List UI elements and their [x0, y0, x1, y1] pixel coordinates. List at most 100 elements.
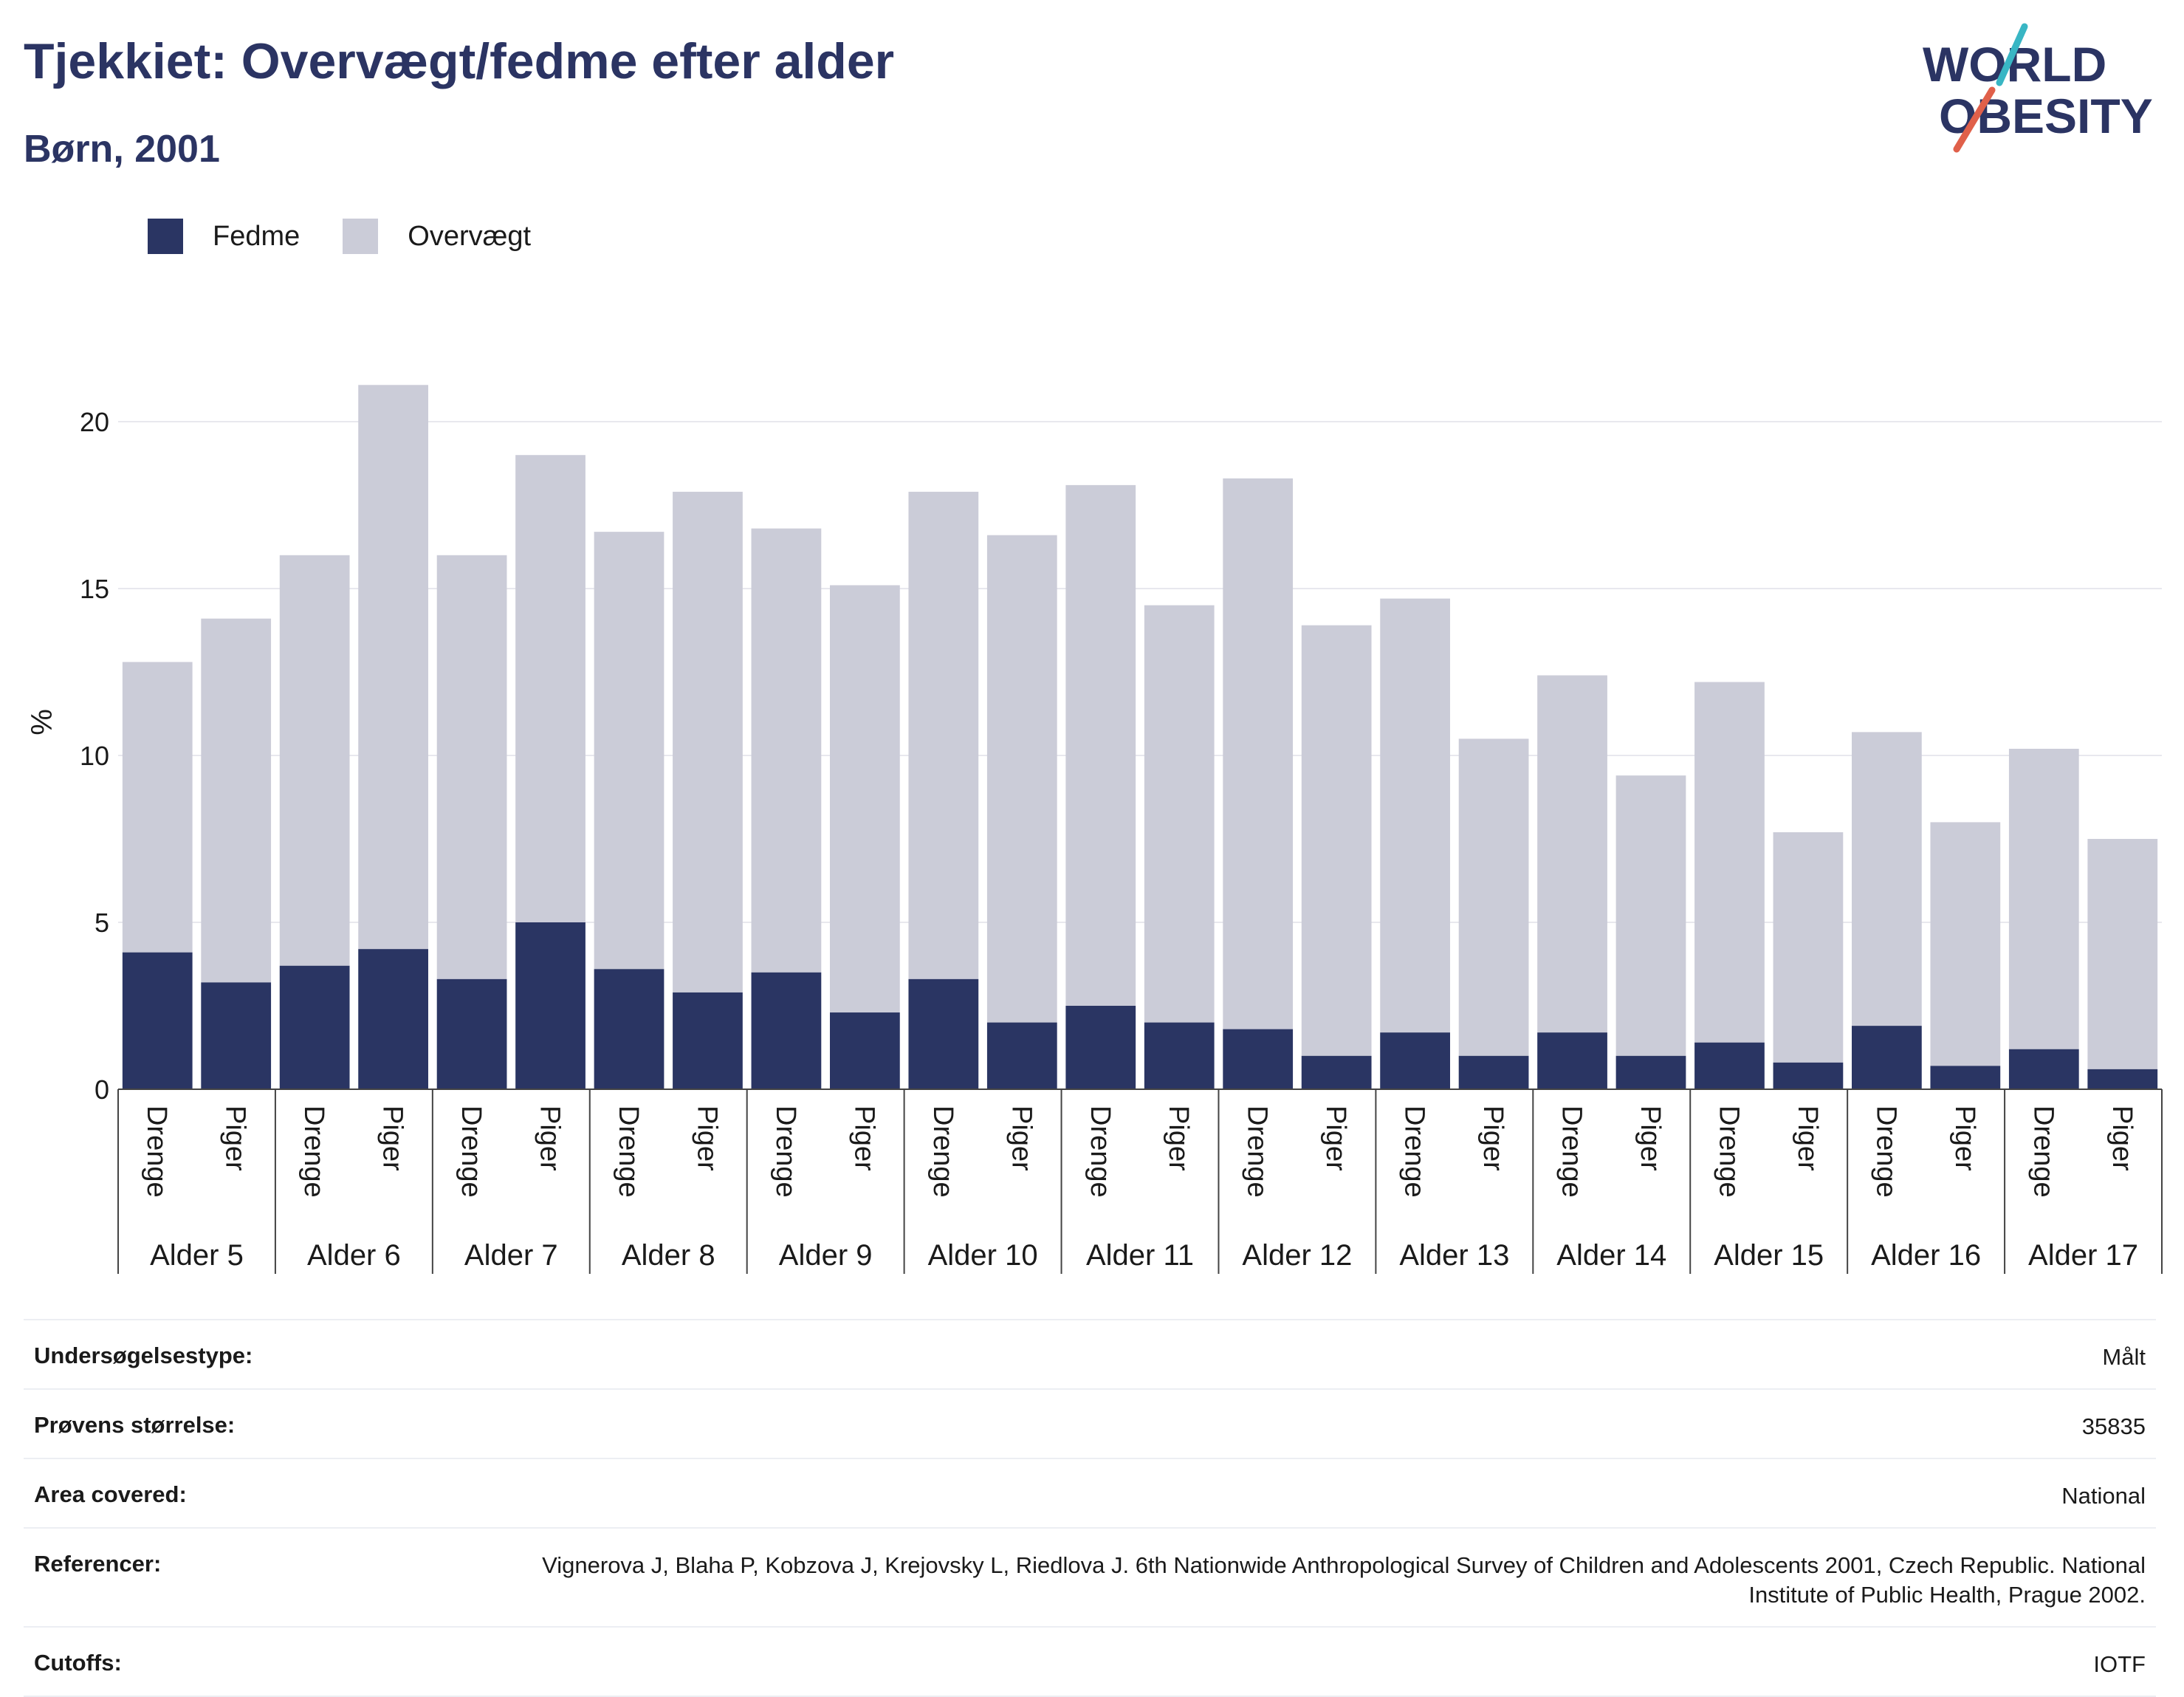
x-sub-label: Drenge [1870, 1105, 1901, 1198]
bar-fedme [1301, 1055, 1372, 1089]
x-sub-label: Drenge [770, 1105, 801, 1198]
x-sub-label: Drenge [1399, 1105, 1430, 1198]
bar-overvaegt [122, 662, 193, 953]
bar-fedme [1930, 1066, 2001, 1089]
bar-overvaegt [673, 491, 743, 993]
bar-fedme [1537, 1032, 1607, 1089]
bar-fedme [1223, 1029, 1294, 1089]
bar-fedme [1852, 1026, 1922, 1089]
bar-overvaegt [436, 555, 507, 979]
x-sub-label: Drenge [298, 1105, 329, 1198]
metadata-table: Undersøgelsestype: Målt Prøvens størrels… [24, 1319, 2156, 1697]
bar-overvaegt [830, 585, 900, 1013]
bar-fedme [1773, 1062, 1844, 1089]
bar-fedme [1615, 1055, 1686, 1089]
x-sub-label: Drenge [1085, 1105, 1116, 1198]
y-tick-label: 15 [80, 574, 109, 604]
x-sub-label: Drenge [456, 1105, 487, 1198]
bar-fedme [2087, 1069, 2158, 1089]
x-sub-label: Piger [691, 1105, 722, 1171]
legend-item-overvaegt[interactable]: Overvægt [343, 219, 531, 254]
legend-label-fedme: Fedme [213, 220, 301, 252]
bar-fedme [1065, 1006, 1136, 1089]
bar-overvaegt [201, 618, 272, 983]
meta-key: Cutoffs: [34, 1650, 122, 1676]
meta-value: Målt [2102, 1344, 2146, 1370]
x-sub-label: Drenge [1556, 1105, 1587, 1198]
bar-overvaegt [515, 455, 586, 922]
bar-fedme [594, 969, 665, 1089]
chart-subtitle: Børn, 2001 [24, 128, 220, 171]
bar-overvaegt [1773, 832, 1844, 1063]
world-obesity-logo: WORLD OBESITY [1923, 23, 2153, 153]
x-sub-label: Drenge [1242, 1105, 1273, 1198]
x-group-label: Alder 7 [464, 1239, 558, 1272]
x-group-label: Alder 17 [2028, 1239, 2138, 1272]
bar-overvaegt [1458, 738, 1529, 1056]
meta-value: National [2061, 1483, 2146, 1509]
bar-fedme [122, 952, 193, 1089]
bar-overvaegt [1537, 675, 1607, 1033]
bar-fedme [751, 972, 822, 1089]
bar-overvaegt [1930, 822, 2001, 1066]
bar-overvaegt [1694, 682, 1765, 1043]
legend: Fedme Overvægt [148, 219, 574, 254]
x-sub-label: Piger [1949, 1105, 1980, 1171]
y-axis-title: % [26, 709, 58, 736]
bar-overvaegt [1615, 775, 1686, 1056]
x-sub-label: Drenge [1713, 1105, 1744, 1198]
x-sub-label: Drenge [613, 1105, 644, 1198]
x-group-label: Alder 15 [1714, 1239, 1824, 1272]
bar-fedme [673, 992, 743, 1089]
bar-overvaegt [986, 535, 1057, 1023]
legend-label-overvaegt: Overvægt [408, 220, 532, 252]
x-group-label: Alder 9 [779, 1239, 873, 1272]
meta-key: Prøvens størrelse: [34, 1412, 236, 1438]
meta-value: 35835 [2081, 1413, 2146, 1439]
legend-swatch-fedme [148, 219, 183, 254]
y-tick-label: 5 [95, 908, 109, 938]
bar-overvaegt [2087, 839, 2158, 1069]
bar-fedme [436, 978, 507, 1089]
x-sub-label: Piger [1635, 1105, 1666, 1171]
bar-fedme [515, 922, 586, 1089]
x-sub-label: Piger [1320, 1105, 1351, 1171]
bar-overvaegt [1380, 598, 1450, 1033]
meta-row-cutoffs: Cutoffs: IOTF [24, 1628, 2156, 1697]
meta-key: Undersøgelsestype: [34, 1343, 253, 1368]
x-group-label: Alder 5 [150, 1239, 244, 1272]
bar-fedme [1144, 1022, 1215, 1089]
x-group-label: Alder 11 [1086, 1239, 1194, 1272]
x-group-label: Alder 12 [1242, 1239, 1352, 1272]
bar-overvaegt [1144, 605, 1215, 1023]
meta-value: Vignerova J, Blaha P, Kobzova J, Krejovs… [542, 1552, 2146, 1608]
x-sub-label: Piger [1477, 1105, 1508, 1171]
meta-value: IOTF [2093, 1651, 2146, 1677]
bar-overvaegt [358, 385, 428, 950]
x-sub-label: Piger [1792, 1105, 1823, 1171]
y-tick-label: 20 [80, 407, 109, 437]
meta-key: Referencer: [34, 1551, 162, 1577]
bar-fedme [1458, 1055, 1529, 1089]
x-sub-label: Piger [1006, 1105, 1037, 1171]
bar-overvaegt [751, 528, 822, 973]
y-tick-label: 10 [80, 741, 109, 771]
bar-fedme [279, 965, 350, 1089]
bar-fedme [201, 982, 272, 1089]
x-sub-label: Piger [220, 1105, 251, 1171]
x-group-label: Alder 6 [307, 1239, 401, 1272]
x-group-label: Alder 16 [1871, 1239, 1981, 1272]
x-sub-label: Piger [848, 1105, 879, 1171]
x-group-label: Alder 14 [1556, 1239, 1666, 1272]
legend-item-fedme[interactable]: Fedme [148, 219, 300, 254]
meta-row-area-covered: Area covered: National [24, 1459, 2156, 1529]
bar-fedme [986, 1022, 1057, 1089]
bar-overvaegt [1223, 478, 1294, 1029]
chart-title: Tjekkiet: Overvægt/fedme efter alder [24, 33, 895, 89]
x-group-label: Alder 8 [622, 1239, 715, 1272]
bar-overvaegt [594, 532, 665, 970]
bar-overvaegt [1065, 484, 1136, 1006]
x-sub-label: Drenge [927, 1105, 958, 1198]
x-group-label: Alder 13 [1399, 1239, 1509, 1272]
bar-overvaegt [1852, 732, 1922, 1026]
